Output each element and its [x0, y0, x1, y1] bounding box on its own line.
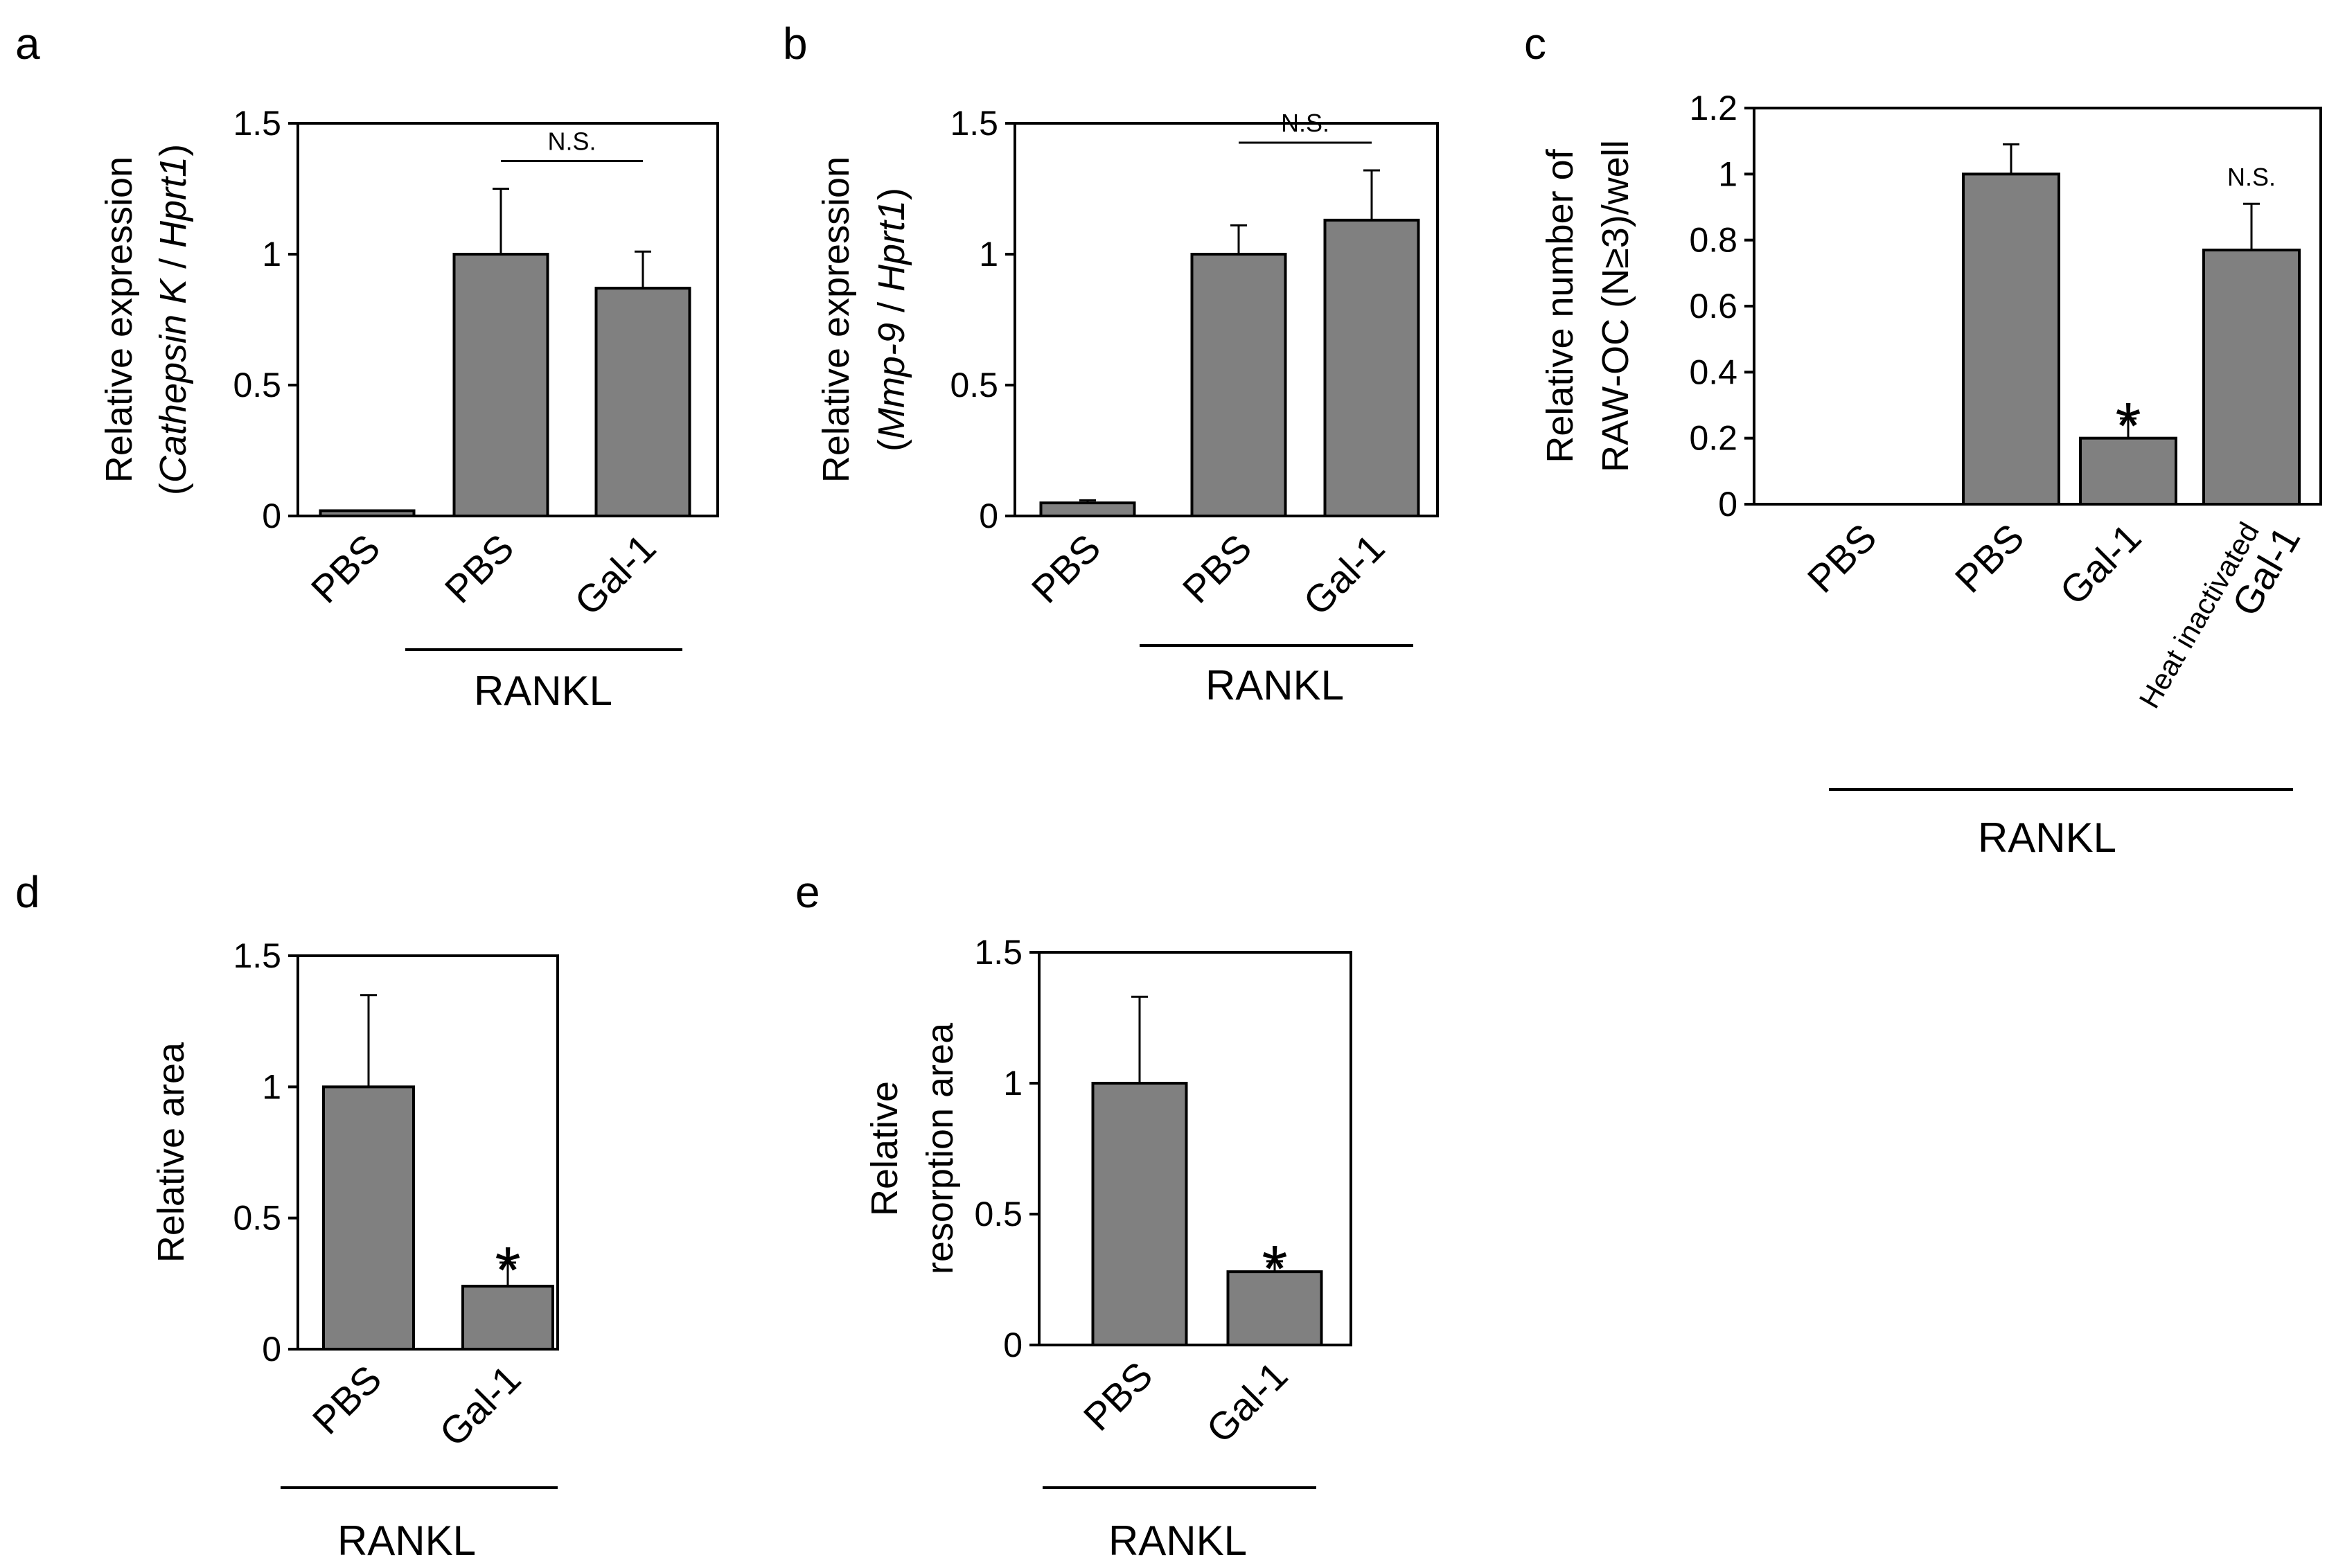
y-axis-label-part: Mmp-9	[871, 323, 912, 439]
panel-d: d 0 0.5 1 1.5 Relative area PBS Gal-1 RANKL *	[15, 867, 559, 1564]
ns-label: N.S.	[1281, 109, 1329, 137]
y-tick-label: 0.5	[233, 366, 281, 404]
y-tick-label: 0.8	[1689, 221, 1737, 260]
y-tick-label: 0.6	[1689, 287, 1737, 326]
bar	[1190, 253, 1287, 517]
panel-letter: d	[15, 867, 40, 917]
y-axis-label-part: (	[152, 483, 194, 495]
y-axis-label: Relative number of	[1539, 148, 1581, 463]
y-axis-label-part: (	[871, 439, 912, 452]
y-axis-label-line2: (Mmp-9 / Hprt1)	[871, 188, 912, 452]
category-label: PBS	[1799, 515, 1885, 601]
y-tick-label: 1	[262, 1067, 281, 1106]
y-tick-label: 1	[1718, 154, 1737, 193]
category-label: PBS	[303, 526, 389, 612]
y-axis-label-part: )	[871, 188, 912, 200]
category-label: PBS	[1174, 526, 1260, 612]
y-tick-label: 1.5	[950, 104, 998, 143]
y-tick-label: 0	[979, 497, 998, 535]
y-tick-label: 1	[1003, 1064, 1023, 1103]
group-label: RANKL	[1978, 814, 2116, 861]
ns-label: N.S.	[547, 127, 596, 156]
y-axis-label-line2: (Cathepsin K / Hprt1)	[152, 144, 194, 495]
category-label: Gal-1	[566, 526, 664, 623]
category-label: Gal-1	[1198, 1353, 1295, 1451]
y-tick-label: 0.4	[1689, 353, 1737, 391]
y-tick-label: 0.5	[974, 1195, 1023, 1233]
y-axis-label: Relative expression	[98, 157, 140, 483]
category-label: PBS	[1023, 526, 1109, 612]
panel-letter: b	[783, 19, 808, 69]
y-axis-label-line2: resorption area	[919, 1022, 961, 1274]
bar	[452, 253, 549, 517]
significance-star: *	[1262, 1232, 1287, 1306]
panel-e: e 0 0.5 1 1.5 Relative resorption area PBS Gal-1…	[795, 867, 1352, 1564]
y-axis-label-part: resorption area	[919, 1022, 961, 1274]
y-tick-label: 1	[979, 235, 998, 274]
panel-b: b 0 0.5 1 1.5 Relative expression (Mmp-9 / Hpr…	[783, 19, 1439, 709]
y-tick-label: 1.5	[974, 933, 1023, 972]
y-tick-label: 1.2	[1689, 89, 1737, 127]
group-label: RANKL	[474, 668, 612, 714]
category-label: Gal-1	[431, 1357, 529, 1454]
bar	[319, 509, 416, 518]
y-tick-label: 0	[1003, 1326, 1023, 1364]
y-axis-label-line2: RAW-OC (N≥3)/well	[1595, 140, 1636, 472]
plot-frame	[297, 954, 559, 1351]
significance-star: *	[495, 1233, 520, 1308]
panel-c: c 0 0.2 0.4 0.6 0.8 1 1.2 Relative number of RAW-…	[1524, 19, 2322, 861]
category-label: PBS	[1947, 515, 2033, 601]
y-axis-label-part: /	[152, 248, 194, 279]
y-axis-label: Relative expression	[815, 157, 857, 483]
bar	[594, 287, 691, 517]
y-axis-label-part: )	[152, 144, 194, 157]
y-tick-label: 0	[262, 1330, 281, 1369]
panel-letter: a	[15, 19, 40, 69]
y-tick-label: 0.5	[950, 366, 998, 404]
group-label: RANKL	[1205, 662, 1344, 709]
significance-star: *	[2115, 389, 2141, 463]
ns-label: N.S.	[2227, 163, 2276, 191]
y-tick-label: 0.2	[1689, 419, 1737, 458]
y-axis-label-part: Hprt1	[871, 200, 912, 292]
y-tick-label: 0	[1718, 485, 1737, 524]
category-label: Gal-1	[2051, 515, 2149, 613]
bar	[1039, 501, 1136, 517]
y-tick-label: 1	[262, 235, 281, 274]
group-label: RANKL	[337, 1517, 476, 1564]
y-axis-label-part: /	[871, 292, 912, 323]
bar	[322, 1085, 415, 1351]
plot-frame	[1038, 951, 1352, 1346]
y-axis-label: Relative	[864, 1081, 905, 1216]
category-label: Gal-1	[1295, 526, 1392, 623]
bar	[461, 1285, 554, 1351]
y-axis-label: Relative area	[150, 1042, 192, 1263]
panel-letter: e	[795, 867, 820, 917]
bar	[1323, 218, 1420, 517]
y-tick-label: 1.5	[233, 936, 281, 975]
y-tick-label: 0	[262, 497, 281, 535]
y-axis-label-part: RAW-OC (N≥3)/well	[1595, 140, 1636, 472]
category-label-prefix: Heat inactivated	[2132, 517, 2265, 713]
category-label: PBS	[1075, 1353, 1161, 1439]
y-tick-label: 1.5	[233, 104, 281, 143]
bar	[1226, 1270, 1323, 1347]
panel-a: a 0 0.5 1 1.5 Relative expression (Cathepsin K…	[15, 19, 719, 714]
y-axis-label-part: Cathepsin K	[152, 278, 194, 483]
group-label: RANKL	[1108, 1517, 1247, 1564]
category-label: PBS	[304, 1357, 390, 1443]
panel-letter: c	[1524, 19, 1546, 69]
y-tick-label: 0.5	[233, 1199, 281, 1238]
bar	[1091, 1082, 1188, 1346]
bar	[2202, 248, 2301, 506]
category-label: PBS	[436, 526, 522, 612]
bar	[1962, 172, 2060, 506]
y-axis-label-part: Hprt1	[152, 157, 194, 248]
